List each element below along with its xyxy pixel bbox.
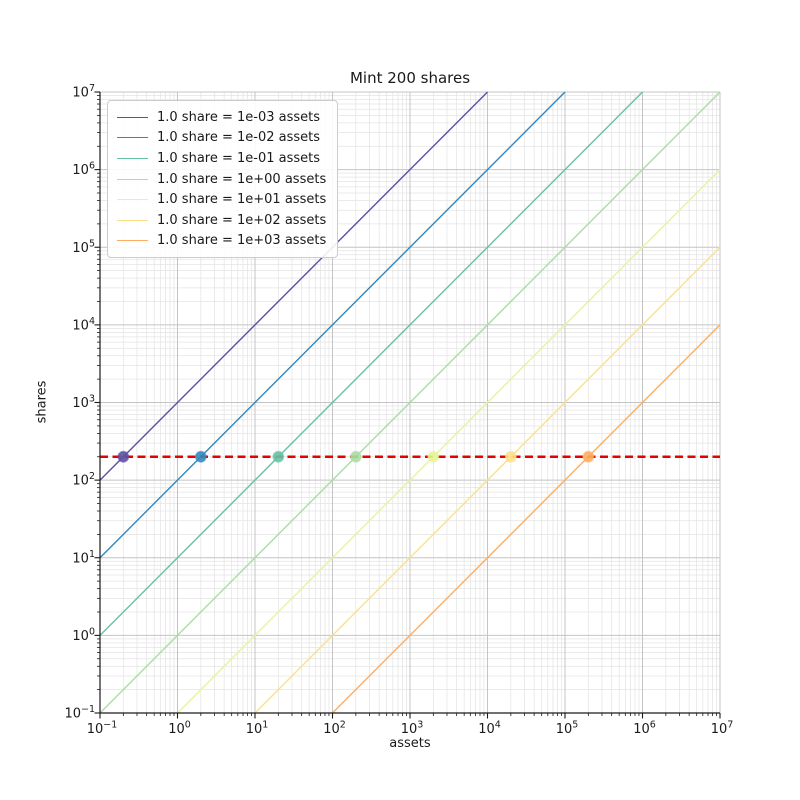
series-lines (99, 91, 721, 714)
x-tick-label: 104 (478, 720, 501, 738)
y-tick-label: 101 (72, 549, 95, 567)
legend-item: 1.0 share = 1e+03 assets (117, 231, 326, 252)
series-line (99, 91, 643, 636)
legend-item-label: 1.0 share = 1e+03 assets (157, 233, 327, 249)
series-line (99, 91, 488, 481)
legend-line-swatch (117, 116, 148, 118)
legend-line-swatch (117, 178, 148, 180)
x-tick-label: 100 (168, 720, 191, 738)
legend-line-swatch (117, 199, 148, 201)
legend-item-label: 1.0 share = 1e+00 assets (157, 171, 327, 187)
legend-item: 1.0 share = 1e+02 assets (117, 210, 326, 231)
x-tick-label: 102 (323, 720, 346, 738)
mint-point-marker (349, 450, 362, 463)
x-tick-labels: 10−1 100 101 102 103 104 105 106 107 (87, 720, 734, 738)
legend-item-label: 1.0 share = 1e+02 assets (157, 212, 327, 228)
y-tick-label: 107 (72, 83, 95, 101)
y-tick-label: 103 (72, 394, 95, 412)
legend-item: 1.0 share = 1e-02 assets (117, 128, 326, 149)
x-tick-label: 107 (711, 720, 734, 738)
chart-title: Mint 200 shares (349, 69, 471, 87)
legend-item-label: 1.0 share = 1e-03 assets (157, 109, 321, 125)
mint-point-marker (427, 450, 440, 463)
series-line (332, 324, 721, 714)
y-tick-label: 105 (72, 238, 95, 256)
y-tick-label: 10−1 (64, 704, 95, 722)
legend-item: 1.0 share = 1e+01 assets (117, 189, 326, 210)
legend-item-label: 1.0 share = 1e-01 assets (157, 150, 321, 166)
axis-ticks (94, 91, 721, 719)
legend-item-label: 1.0 share = 1e-02 assets (157, 130, 321, 146)
legend-line-swatch (117, 137, 148, 139)
legend-item: 1.0 share = 1e+00 assets (117, 169, 326, 190)
mint-point-marker (582, 450, 595, 463)
x-tick-label: 103 (401, 720, 424, 738)
series-line (177, 169, 721, 714)
mint-point-marker (194, 450, 207, 463)
legend-line-swatch (117, 157, 148, 159)
series-line (99, 91, 721, 714)
y-tick-label: 100 (72, 626, 95, 644)
x-axis-label: assets (389, 736, 431, 751)
legend-item-label: 1.0 share = 1e+01 assets (157, 192, 327, 208)
legend-item: 1.0 share = 1e-01 assets (117, 148, 326, 169)
series-line (254, 246, 721, 714)
legend-item: 1.0 share = 1e-03 assets (117, 107, 326, 128)
mint-point-marker (272, 450, 285, 463)
y-tick-labels: 10−1 100 101 102 103 104 105 106 107 (64, 83, 95, 722)
x-tick-label: 101 (246, 720, 269, 738)
x-tick-label: 106 (633, 720, 656, 738)
mint-point-marker (117, 450, 130, 463)
y-axis-label: shares (34, 380, 50, 424)
legend-line-swatch (117, 219, 148, 221)
mint-point-marker (504, 450, 517, 463)
x-tick-label: 105 (556, 720, 579, 738)
y-tick-label: 102 (72, 471, 95, 489)
mint-points (117, 450, 595, 463)
x-tick-label: 10−1 (87, 720, 118, 738)
series-line (99, 91, 566, 559)
legend: 1.0 share = 1e-03 assets 1.0 share = 1e-… (107, 100, 339, 259)
legend-line-swatch (117, 240, 148, 242)
y-tick-label: 106 (72, 161, 95, 179)
y-tick-label: 104 (72, 316, 95, 334)
